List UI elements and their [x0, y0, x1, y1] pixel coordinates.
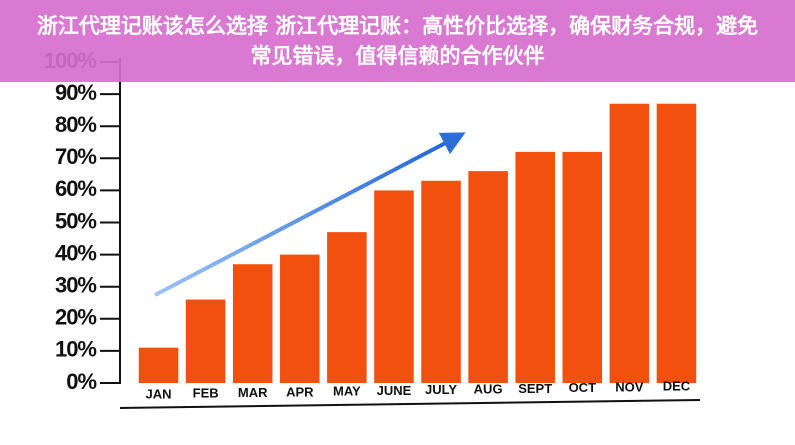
x-tick-label: JAN	[146, 386, 172, 401]
bar	[232, 264, 273, 383]
x-axis	[119, 399, 701, 409]
bar	[374, 190, 414, 383]
bar	[515, 151, 555, 383]
y-tick-label: 60%	[55, 176, 96, 201]
bar	[421, 180, 461, 383]
y-tick-label: 40%	[55, 240, 96, 265]
bar	[468, 171, 508, 383]
x-tick-label: FEB	[193, 386, 219, 401]
title-banner: 浙江代理记账该怎么选择 浙江代理记账：高性价比选择，确保财务合规，避免常见错误，…	[0, 0, 795, 82]
x-tick-label: MAR	[238, 385, 268, 400]
x-tick-label: AUG	[474, 382, 503, 397]
y-tick-label: 90%	[55, 80, 96, 105]
y-tick-label: 70%	[55, 144, 96, 169]
x-tick-label: DEC	[663, 379, 691, 394]
x-tick-label: NOV	[615, 379, 644, 394]
bar	[327, 232, 367, 383]
bar	[185, 299, 226, 383]
x-tick-label: APR	[286, 384, 314, 399]
y-tick-label: 30%	[55, 273, 96, 298]
chart-title: 浙江代理记账该怎么选择 浙江代理记账：高性价比选择，确保财务合规，避免常见错误，…	[36, 14, 759, 68]
x-tick-label: JULY	[425, 382, 457, 397]
y-tick-label: 20%	[55, 305, 96, 330]
bar	[609, 103, 650, 383]
bar	[280, 254, 320, 383]
y-tick-label: 50%	[55, 208, 96, 233]
x-tick-label: JUNE	[377, 383, 412, 398]
bar	[656, 103, 697, 383]
x-tick-label: OCT	[569, 380, 597, 395]
x-tick-label: MAY	[333, 384, 361, 399]
y-tick-label: 80%	[55, 112, 96, 137]
x-tick-label: SEPT	[518, 381, 552, 396]
trend-arrow	[154, 132, 466, 297]
y-tick-label: 10%	[55, 337, 96, 362]
y-tick-label: 0%	[66, 369, 96, 394]
bar	[562, 151, 603, 383]
bar	[138, 347, 179, 383]
